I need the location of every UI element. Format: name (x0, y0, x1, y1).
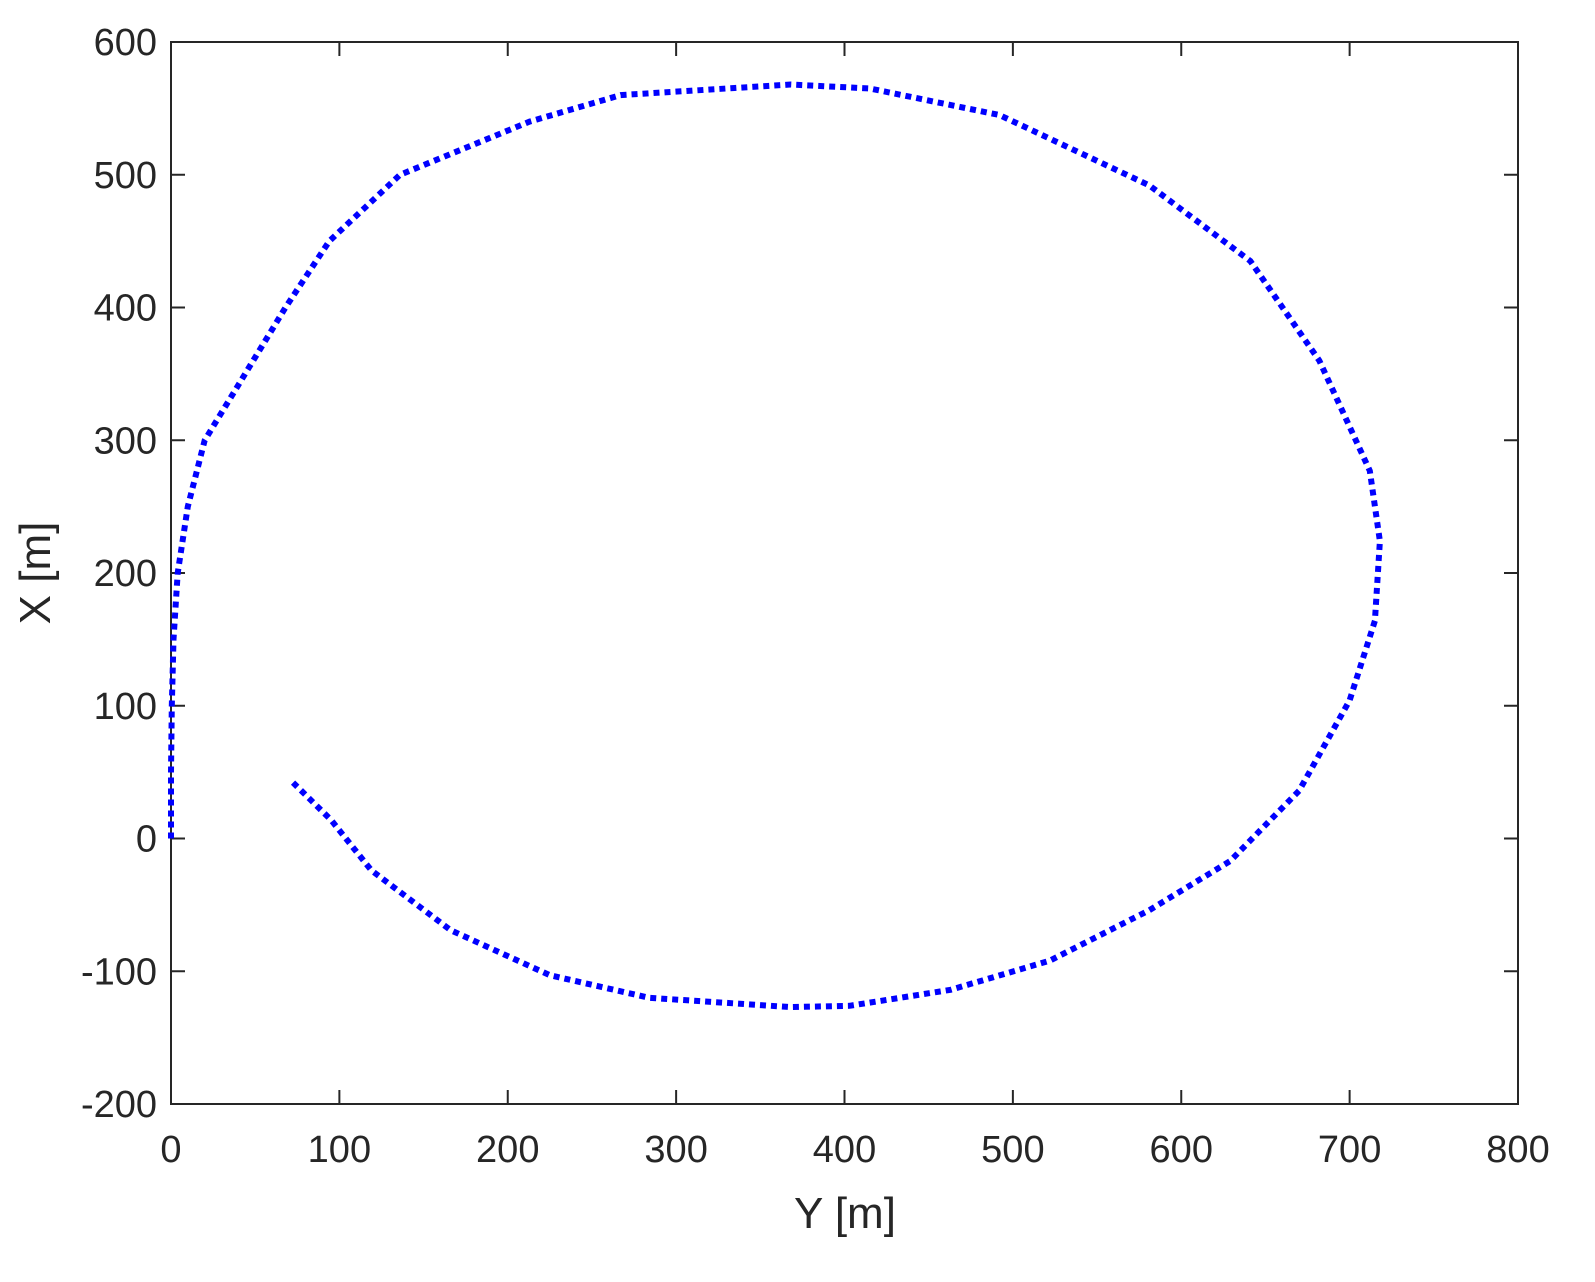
x-tick-label: 600 (1150, 1129, 1213, 1171)
x-tick-label: 400 (813, 1129, 876, 1171)
y-tick-label: 200 (94, 553, 157, 595)
x-tick-label: 300 (644, 1129, 707, 1171)
y-tick-label: 0 (136, 819, 157, 861)
x-tick-label: 500 (981, 1129, 1044, 1171)
x-axis-label: Y [m] (794, 1189, 896, 1238)
x-tick-label: 200 (476, 1129, 539, 1171)
y-tick-label: 100 (94, 686, 157, 728)
y-tick-label: 600 (94, 22, 157, 64)
x-tick-label: 100 (308, 1129, 371, 1171)
y-tick-label: -100 (81, 951, 157, 993)
x-tick-label: 700 (1318, 1129, 1381, 1171)
y-tick-label: 500 (94, 155, 157, 197)
y-tick-label: -200 (81, 1084, 157, 1126)
y-tick-label: 300 (94, 420, 157, 462)
x-tick-label: 0 (160, 1129, 181, 1171)
y-axis-label: X [m] (11, 522, 60, 625)
y-tick-label: 400 (94, 288, 157, 330)
x-tick-label: 800 (1486, 1129, 1549, 1171)
data-line (168, 81, 1383, 1011)
